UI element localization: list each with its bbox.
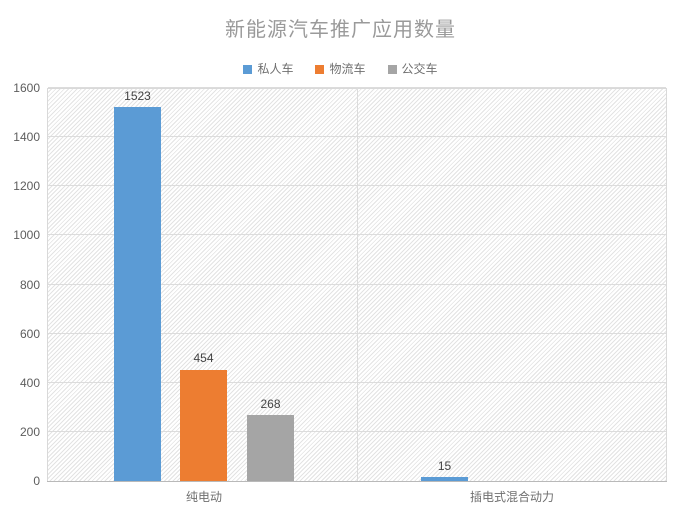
bar-value-label: 268 — [260, 397, 281, 412]
legend-swatch-bus — [387, 64, 397, 74]
bar-group — [47, 88, 667, 481]
bar-value-label: 15 — [437, 459, 452, 474]
legend-swatch-logistics — [315, 64, 325, 74]
legend-swatch-private — [243, 64, 253, 74]
legend-label-logistics: 物流车 — [329, 62, 366, 76]
chart-legend: 私人车 物流车 公交车 — [0, 62, 681, 76]
y-axis-tick-label: 1400 — [13, 130, 40, 145]
y-axis-tick-label: 1200 — [13, 179, 40, 194]
bar[interactable] — [114, 106, 161, 481]
legend-label-bus: 公交车 — [401, 62, 438, 76]
bar[interactable] — [247, 415, 294, 481]
gridline — [48, 87, 666, 88]
y-axis-tick-label: 200 — [19, 424, 40, 439]
x-axis-line — [47, 481, 667, 482]
x-axis-tick-label: 纯电动 — [185, 490, 223, 504]
y-axis-tick-label: 1600 — [13, 81, 40, 95]
y-axis-tick-label: 800 — [19, 277, 40, 292]
category-separator — [357, 88, 358, 481]
bar[interactable] — [421, 477, 468, 481]
chart-title: 新能源汽车推广应用数量 — [225, 19, 456, 41]
y-axis-tick-label: 1000 — [13, 228, 40, 243]
bar-value-label: 454 — [193, 351, 214, 366]
legend-item-logistics[interactable]: 物流车 — [315, 62, 366, 76]
legend-label-private: 私人车 — [257, 62, 294, 76]
y-axis: 0 200 400 600 800 1000 1200 1400 1600 — [0, 0, 40, 518]
bar[interactable] — [180, 369, 227, 481]
x-axis-tick-label: 插电式混合动力 — [469, 490, 555, 504]
legend-item-private[interactable]: 私人车 — [243, 62, 293, 76]
legend-item-bus[interactable]: 公交车 — [387, 62, 438, 76]
y-axis-tick-label: 400 — [19, 375, 40, 390]
y-axis-tick-label: 600 — [19, 326, 40, 341]
y-axis-tick-label: 0 — [33, 474, 40, 488]
bar-value-label: 1523 — [124, 88, 151, 103]
